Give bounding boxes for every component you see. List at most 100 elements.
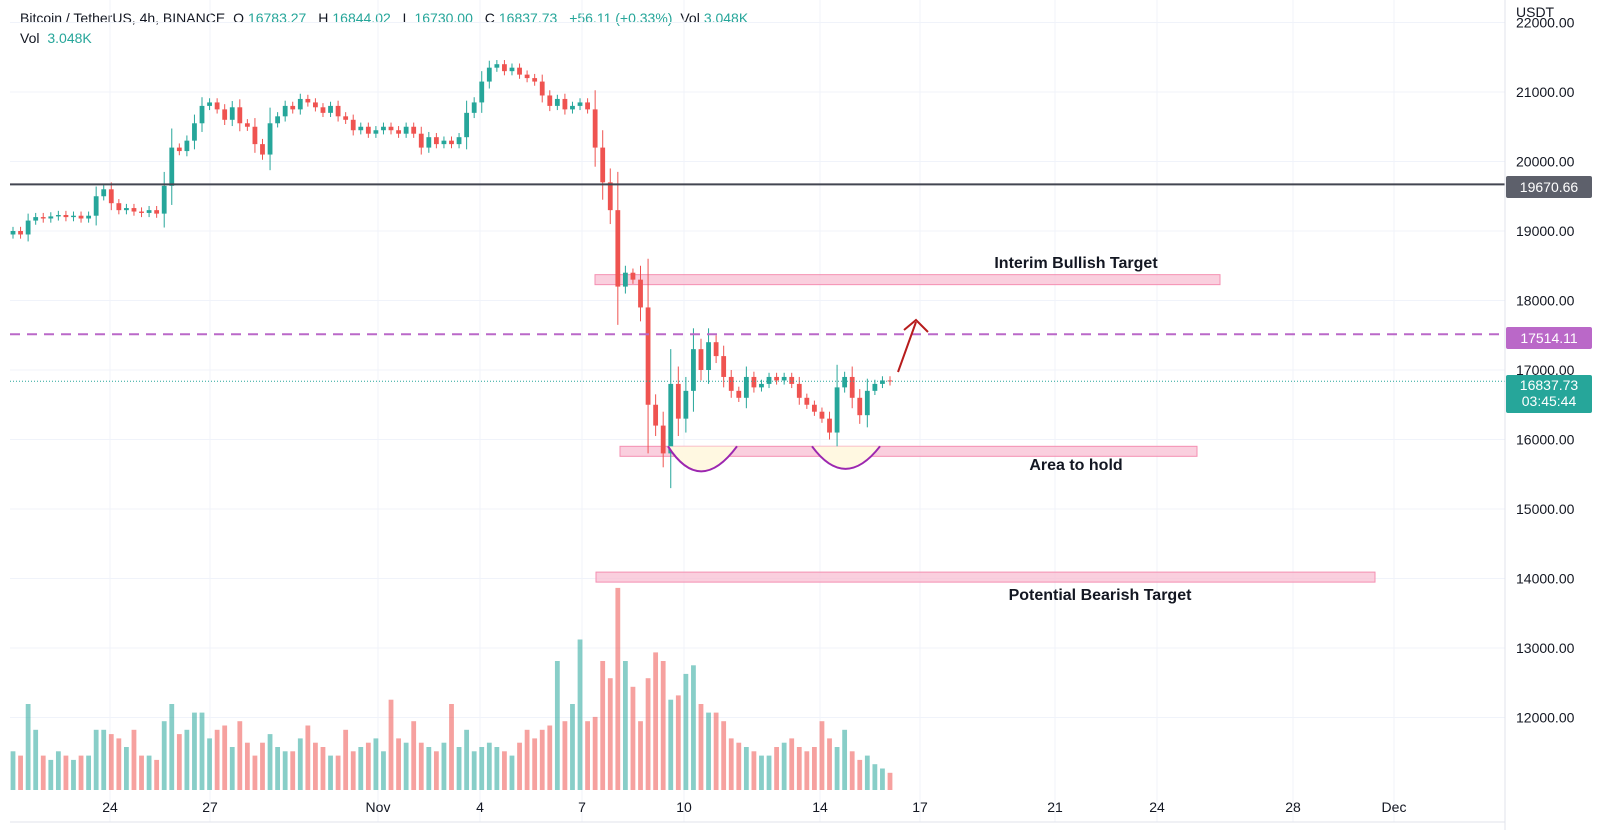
candle-body <box>320 107 326 113</box>
volume-bar <box>811 747 817 790</box>
dashed-price-tag: 17514.11 <box>1506 327 1592 349</box>
drawings <box>667 318 929 473</box>
candle-body <box>282 105 288 117</box>
grid <box>10 0 1505 822</box>
candle-body <box>622 272 628 287</box>
volume-bar <box>18 755 23 790</box>
volume-bar <box>539 729 545 790</box>
volume-bar <box>713 712 719 790</box>
volume-bar <box>297 738 303 790</box>
volume-bar <box>645 678 651 790</box>
volume-bar <box>396 738 401 790</box>
volume-bar <box>403 742 409 790</box>
price-tick-label: 19000.00 <box>1516 223 1575 239</box>
candle-body <box>721 356 727 377</box>
volume-bar <box>328 755 333 790</box>
volume-bar <box>192 712 197 790</box>
volume-bar <box>433 751 439 790</box>
candle-body <box>781 376 787 381</box>
price-tick-label: 13000.00 <box>1516 640 1575 656</box>
candle-body <box>796 383 802 398</box>
volume-bar <box>449 704 454 790</box>
volume-bar <box>418 742 424 790</box>
bullish-target-label: Interim Bullish Target <box>994 255 1158 272</box>
bearish-target-zone <box>595 571 1376 583</box>
candle-body <box>18 231 23 235</box>
volume-row: Vol 3.048K <box>20 28 756 48</box>
volume-bar <box>146 755 152 790</box>
candle-body <box>645 307 651 405</box>
candle-body <box>131 208 137 212</box>
time-axis[interactable]: 24 27 Nov 4 7 10 14 17 21 24 28 Dec <box>102 799 1406 815</box>
volume-bar <box>207 738 212 790</box>
candle-body <box>10 231 16 235</box>
candle-body <box>365 126 371 134</box>
candle-body <box>547 95 553 106</box>
candle-body <box>827 418 832 433</box>
candle-body <box>600 147 606 183</box>
candle-body <box>774 376 779 381</box>
date-tick-label: 27 <box>202 799 218 815</box>
volume-bar <box>486 742 492 790</box>
volume-bar <box>532 738 538 790</box>
candle-body <box>486 67 492 82</box>
volume-bar <box>615 587 621 790</box>
candle-body <box>343 116 349 120</box>
volume-bar <box>570 704 575 790</box>
volume-bar <box>872 764 878 790</box>
candle-body <box>509 67 515 72</box>
candle-body <box>464 112 470 138</box>
volume-bar <box>350 751 356 790</box>
volume-bar <box>849 751 855 790</box>
candle-body <box>244 123 250 127</box>
volume-bar <box>169 704 175 790</box>
volume-bar <box>479 747 485 790</box>
volume-bar <box>781 742 787 790</box>
volume-bar <box>494 747 500 790</box>
volume-bar <box>10 751 16 790</box>
volume-bar <box>381 751 386 790</box>
volume-bar <box>426 747 432 790</box>
candle-body <box>456 137 462 145</box>
volume-bar <box>184 729 190 790</box>
candle-body <box>728 376 734 391</box>
volume-bar <box>320 747 326 790</box>
candle-body <box>403 126 409 134</box>
price-axis[interactable]: 22000.00 21000.00 20000.00 19000.00 18000.00… <box>1516 15 1575 726</box>
volume-bar <box>313 742 318 790</box>
volume-bar <box>441 742 447 790</box>
candle-body <box>441 140 447 145</box>
volume-bar <box>214 729 220 790</box>
volume-bar <box>93 729 99 790</box>
volume-bar <box>343 729 349 790</box>
candle-body <box>675 383 681 419</box>
volume-bar <box>509 755 515 790</box>
volume-bar <box>743 747 749 790</box>
candle-body <box>229 107 235 120</box>
candle-body <box>880 380 885 384</box>
candle-body <box>154 210 160 214</box>
candle-body <box>872 383 878 391</box>
volume-bar <box>86 755 92 790</box>
candle-body <box>653 404 659 426</box>
volume-bar <box>305 725 311 790</box>
price-tick-label: 22000.00 <box>1516 15 1575 31</box>
price-tick-label: 12000.00 <box>1516 710 1575 726</box>
volume-bar <box>887 772 893 790</box>
volume-bar <box>660 661 666 790</box>
volume-bar <box>464 729 470 790</box>
volume-bar <box>517 742 522 790</box>
candle-body <box>842 376 848 388</box>
candle-body <box>33 217 39 221</box>
price-tick-label: 15000.00 <box>1516 501 1575 517</box>
area-to-hold-zone <box>619 445 1198 457</box>
volume-bar <box>55 751 61 790</box>
volume-bar <box>275 747 281 790</box>
volume-bar <box>622 661 628 790</box>
resistance-price-text: 19670.66 <box>1520 179 1579 195</box>
date-tick-label: Nov <box>366 799 391 815</box>
last-price-text: 16837.73 <box>1520 377 1579 393</box>
volume-bar <box>607 678 613 790</box>
volume-label[interactable]: Vol <box>20 30 40 46</box>
